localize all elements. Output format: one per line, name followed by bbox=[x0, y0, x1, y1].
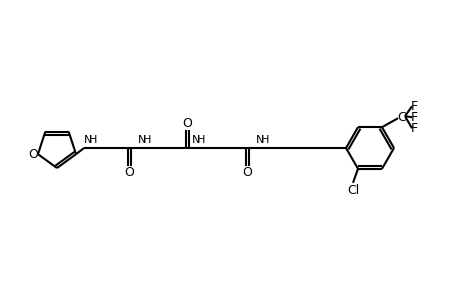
Text: Cl: Cl bbox=[346, 184, 358, 197]
Text: N: N bbox=[84, 135, 92, 145]
Text: C: C bbox=[397, 111, 405, 124]
Text: H: H bbox=[89, 135, 97, 145]
Text: H: H bbox=[196, 135, 205, 145]
Text: H: H bbox=[260, 135, 269, 145]
Text: N: N bbox=[138, 135, 146, 145]
Text: H: H bbox=[143, 135, 151, 145]
Text: N: N bbox=[255, 135, 263, 145]
Text: O: O bbox=[182, 116, 192, 130]
Text: F: F bbox=[409, 100, 417, 113]
Text: O: O bbox=[242, 167, 252, 179]
Text: F: F bbox=[409, 122, 417, 135]
Text: O: O bbox=[28, 148, 38, 161]
Text: O: O bbox=[124, 167, 134, 179]
Text: N: N bbox=[191, 135, 200, 145]
Text: F: F bbox=[409, 111, 417, 124]
